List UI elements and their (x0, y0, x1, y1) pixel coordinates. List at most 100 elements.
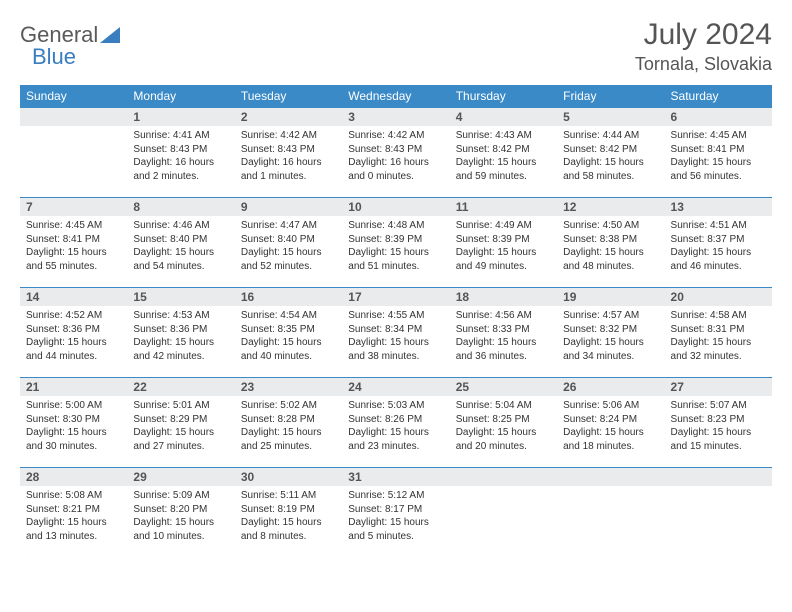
calendar-week-row: 21Sunrise: 5:00 AMSunset: 8:30 PMDayligh… (20, 378, 772, 468)
day-number: 24 (342, 378, 449, 396)
daylight-line: Daylight: 15 hours and 20 minutes. (456, 426, 551, 453)
calendar-cell: 7 Sunrise: 4:45 AMSunset: 8:41 PMDaylight… (20, 198, 127, 288)
day-body: Sunrise: 4:43 AMSunset: 8:42 PMDaylight:… (450, 126, 557, 191)
sunrise-line: Sunrise: 5:12 AM (348, 489, 443, 503)
calendar-cell: 11Sunrise: 4:49 AMSunset: 8:39 PMDayligh… (450, 198, 557, 288)
day-number: 8 (127, 198, 234, 216)
day-body: Sunrise: 4:45 AMSunset: 8:41 PMDaylight:… (665, 126, 772, 191)
calendar-cell: 13Sunrise: 4:51 AMSunset: 8:37 PMDayligh… (665, 198, 772, 288)
day-number: 18 (450, 288, 557, 306)
sunrise-line: Sunrise: 5:08 AM (26, 489, 121, 503)
sunset-line: Sunset: 8:17 PM (348, 503, 443, 517)
day-number: 3 (342, 108, 449, 126)
day-number: 7 (20, 198, 127, 216)
sunrise-line: Sunrise: 4:58 AM (671, 309, 766, 323)
day-number: 17 (342, 288, 449, 306)
sunset-line: Sunset: 8:39 PM (348, 233, 443, 247)
daylight-line: Daylight: 15 hours and 5 minutes. (348, 516, 443, 543)
day-body: Sunrise: 4:44 AMSunset: 8:42 PMDaylight:… (557, 126, 664, 191)
calendar-cell: 31Sunrise: 5:12 AMSunset: 8:17 PMDayligh… (342, 468, 449, 558)
day-number: 14 (20, 288, 127, 306)
day-body: Sunrise: 4:52 AMSunset: 8:36 PMDaylight:… (20, 306, 127, 371)
daylight-line: Daylight: 16 hours and 0 minutes. (348, 156, 443, 183)
day-body: Sunrise: 4:55 AMSunset: 8:34 PMDaylight:… (342, 306, 449, 371)
day-number: 5 (557, 108, 664, 126)
sunrise-line: Sunrise: 4:50 AM (563, 219, 658, 233)
calendar-cell: 16Sunrise: 4:54 AMSunset: 8:35 PMDayligh… (235, 288, 342, 378)
sunrise-line: Sunrise: 4:47 AM (241, 219, 336, 233)
calendar-cell: 22Sunrise: 5:01 AMSunset: 8:29 PMDayligh… (127, 378, 234, 468)
daylight-line: Daylight: 15 hours and 30 minutes. (26, 426, 121, 453)
sunset-line: Sunset: 8:37 PM (671, 233, 766, 247)
day-number: 26 (557, 378, 664, 396)
sunset-line: Sunset: 8:41 PM (26, 233, 121, 247)
calendar-cell: 21Sunrise: 5:00 AMSunset: 8:30 PMDayligh… (20, 378, 127, 468)
weekday-header: Sunday (20, 85, 127, 108)
brand-triangle-icon (100, 27, 120, 43)
sunset-line: Sunset: 8:23 PM (671, 413, 766, 427)
calendar-cell: 29Sunrise: 5:09 AMSunset: 8:20 PMDayligh… (127, 468, 234, 558)
day-body: Sunrise: 5:02 AMSunset: 8:28 PMDaylight:… (235, 396, 342, 461)
day-body: Sunrise: 5:03 AMSunset: 8:26 PMDaylight:… (342, 396, 449, 461)
daylight-line: Daylight: 16 hours and 2 minutes. (133, 156, 228, 183)
brand-word2: Blue (32, 44, 76, 70)
sunrise-line: Sunrise: 4:41 AM (133, 129, 228, 143)
sunset-line: Sunset: 8:31 PM (671, 323, 766, 337)
day-number: 19 (557, 288, 664, 306)
calendar-cell (450, 468, 557, 558)
daylight-line: Daylight: 15 hours and 55 minutes. (26, 246, 121, 273)
sunrise-line: Sunrise: 5:02 AM (241, 399, 336, 413)
day-number (665, 468, 772, 486)
day-body: Sunrise: 4:47 AMSunset: 8:40 PMDaylight:… (235, 216, 342, 281)
day-number: 27 (665, 378, 772, 396)
calendar-cell: 28Sunrise: 5:08 AMSunset: 8:21 PMDayligh… (20, 468, 127, 558)
sunset-line: Sunset: 8:36 PM (133, 323, 228, 337)
sunrise-line: Sunrise: 4:52 AM (26, 309, 121, 323)
day-number (450, 468, 557, 486)
calendar-cell (557, 468, 664, 558)
day-number: 12 (557, 198, 664, 216)
month-title: July 2024 (635, 18, 772, 52)
sunset-line: Sunset: 8:24 PM (563, 413, 658, 427)
sunset-line: Sunset: 8:41 PM (671, 143, 766, 157)
calendar-cell: 23Sunrise: 5:02 AMSunset: 8:28 PMDayligh… (235, 378, 342, 468)
calendar-week-row: 14Sunrise: 4:52 AMSunset: 8:36 PMDayligh… (20, 288, 772, 378)
day-body: Sunrise: 4:41 AMSunset: 8:43 PMDaylight:… (127, 126, 234, 191)
sunrise-line: Sunrise: 4:55 AM (348, 309, 443, 323)
daylight-line: Daylight: 15 hours and 54 minutes. (133, 246, 228, 273)
weekday-header: Wednesday (342, 85, 449, 108)
day-body (557, 486, 664, 548)
daylight-line: Daylight: 15 hours and 27 minutes. (133, 426, 228, 453)
sunset-line: Sunset: 8:39 PM (456, 233, 551, 247)
calendar-cell (665, 468, 772, 558)
daylight-line: Daylight: 15 hours and 25 minutes. (241, 426, 336, 453)
daylight-line: Daylight: 16 hours and 1 minutes. (241, 156, 336, 183)
daylight-line: Daylight: 15 hours and 8 minutes. (241, 516, 336, 543)
daylight-line: Daylight: 15 hours and 56 minutes. (671, 156, 766, 183)
sunset-line: Sunset: 8:29 PM (133, 413, 228, 427)
day-number: 11 (450, 198, 557, 216)
sunrise-line: Sunrise: 4:45 AM (26, 219, 121, 233)
daylight-line: Daylight: 15 hours and 40 minutes. (241, 336, 336, 363)
day-body: Sunrise: 5:07 AMSunset: 8:23 PMDaylight:… (665, 396, 772, 461)
day-body: Sunrise: 4:53 AMSunset: 8:36 PMDaylight:… (127, 306, 234, 371)
sunrise-line: Sunrise: 5:06 AM (563, 399, 658, 413)
calendar-cell: 6Sunrise: 4:45 AMSunset: 8:41 PMDaylight… (665, 108, 772, 198)
weekday-header: Monday (127, 85, 234, 108)
daylight-line: Daylight: 15 hours and 58 minutes. (563, 156, 658, 183)
sunrise-line: Sunrise: 5:00 AM (26, 399, 121, 413)
sunrise-line: Sunrise: 5:07 AM (671, 399, 766, 413)
day-body (665, 486, 772, 548)
sunrise-line: Sunrise: 4:51 AM (671, 219, 766, 233)
daylight-line: Daylight: 15 hours and 42 minutes. (133, 336, 228, 363)
sunrise-line: Sunrise: 4:49 AM (456, 219, 551, 233)
day-number: 23 (235, 378, 342, 396)
calendar-cell: 30Sunrise: 5:11 AMSunset: 8:19 PMDayligh… (235, 468, 342, 558)
daylight-line: Daylight: 15 hours and 48 minutes. (563, 246, 658, 273)
sunset-line: Sunset: 8:34 PM (348, 323, 443, 337)
sunset-line: Sunset: 8:38 PM (563, 233, 658, 247)
day-body (450, 486, 557, 548)
calendar-cell: 4Sunrise: 4:43 AMSunset: 8:42 PMDaylight… (450, 108, 557, 198)
sunrise-line: Sunrise: 5:11 AM (241, 489, 336, 503)
day-number: 16 (235, 288, 342, 306)
